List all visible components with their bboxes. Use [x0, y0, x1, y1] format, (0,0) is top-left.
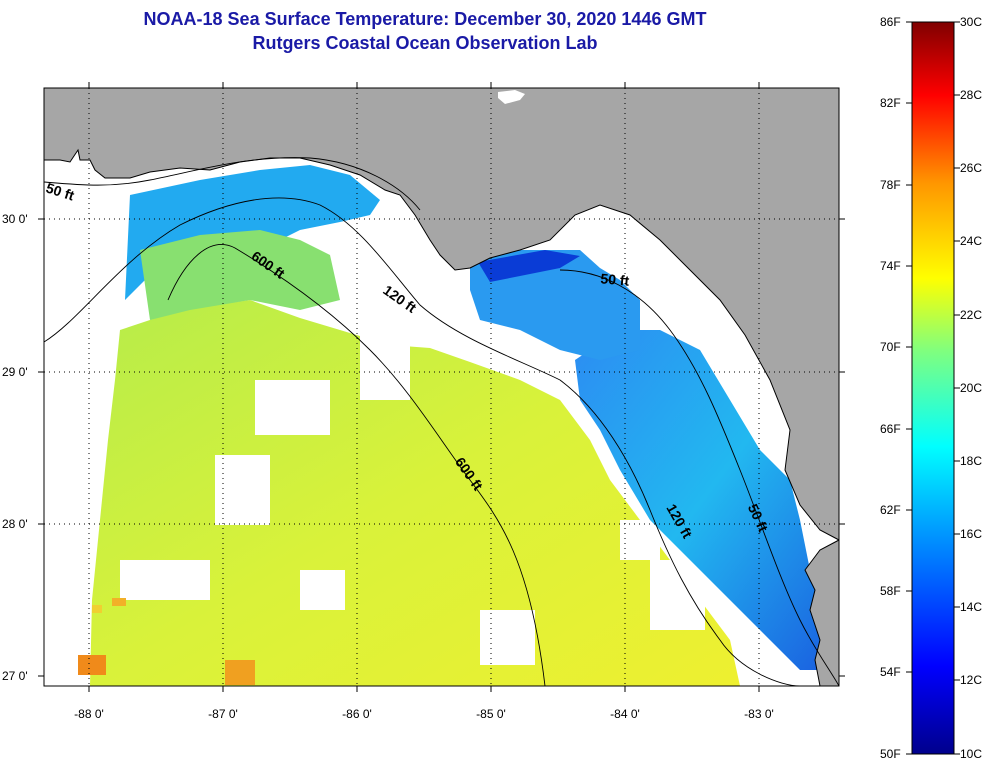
colorbar-c-label: 14C [960, 600, 982, 614]
lon-label: -88 0' [74, 707, 104, 721]
sst-cool-band [575, 330, 830, 670]
colorbar-c-label: 16C [960, 527, 982, 541]
map-subtitle: Rutgers Coastal Ocean Observation Lab [252, 33, 598, 53]
colorbar-c-label: 28C [960, 88, 982, 102]
contour-label: 50 ft [600, 270, 630, 288]
map-area: 50 ft 600 ft 120 ft 50 ft 600 ft 120 ft … [44, 88, 839, 686]
lat-label: 30 0' [2, 212, 28, 226]
colorbar-c-label: 26C [960, 161, 982, 175]
lat-label: 29 0' [2, 365, 28, 379]
colorbar-c-label: 18C [960, 454, 982, 468]
colorbar-f-label: 70F [880, 340, 901, 354]
lon-label: -84 0' [610, 707, 640, 721]
colorbar-ticks [906, 21, 960, 755]
colorbar-c-label: 12C [960, 673, 982, 687]
colorbar-f-label: 74F [880, 259, 901, 273]
colorbar-f-label: 50F [880, 747, 901, 761]
land-mass [44, 88, 839, 541]
colorbar-c-label: 20C [960, 381, 982, 395]
colorbar-f-label: 66F [880, 422, 901, 436]
contour-50ft-east [559, 269, 839, 686]
colorbar-c-label: 24C [960, 234, 982, 248]
colorbar-c-label: 22C [960, 308, 982, 322]
colorbar [911, 21, 955, 755]
map-frame [43, 87, 840, 687]
lon-label: -86 0' [342, 707, 372, 721]
colorbar-c-label: 30C [960, 15, 982, 29]
contour-120ft [44, 197, 801, 686]
lon-label: -87 0' [208, 707, 238, 721]
lat-label: 27 0' [2, 669, 28, 683]
axis-ticks [38, 82, 845, 692]
lat-label: 28 0' [2, 517, 28, 531]
sst-warm-region [90, 300, 740, 686]
colorbar-c-label: 10C [960, 747, 982, 761]
contour-600ft [167, 244, 546, 686]
colorbar-f-label: 82F [880, 96, 901, 110]
colorbar-f-label: 58F [880, 584, 901, 598]
contour-50ft-west [44, 157, 421, 211]
colorbar-f-label: 86F [880, 15, 901, 29]
colorbar-f-label: 62F [880, 503, 901, 517]
map-title: NOAA-18 Sea Surface Temperature: Decembe… [143, 9, 707, 29]
lon-label: -83 0' [744, 707, 774, 721]
colorbar-f-label: 78F [880, 178, 901, 192]
colorbar-f-label: 54F [880, 665, 901, 679]
lon-label: -85 0' [476, 707, 506, 721]
